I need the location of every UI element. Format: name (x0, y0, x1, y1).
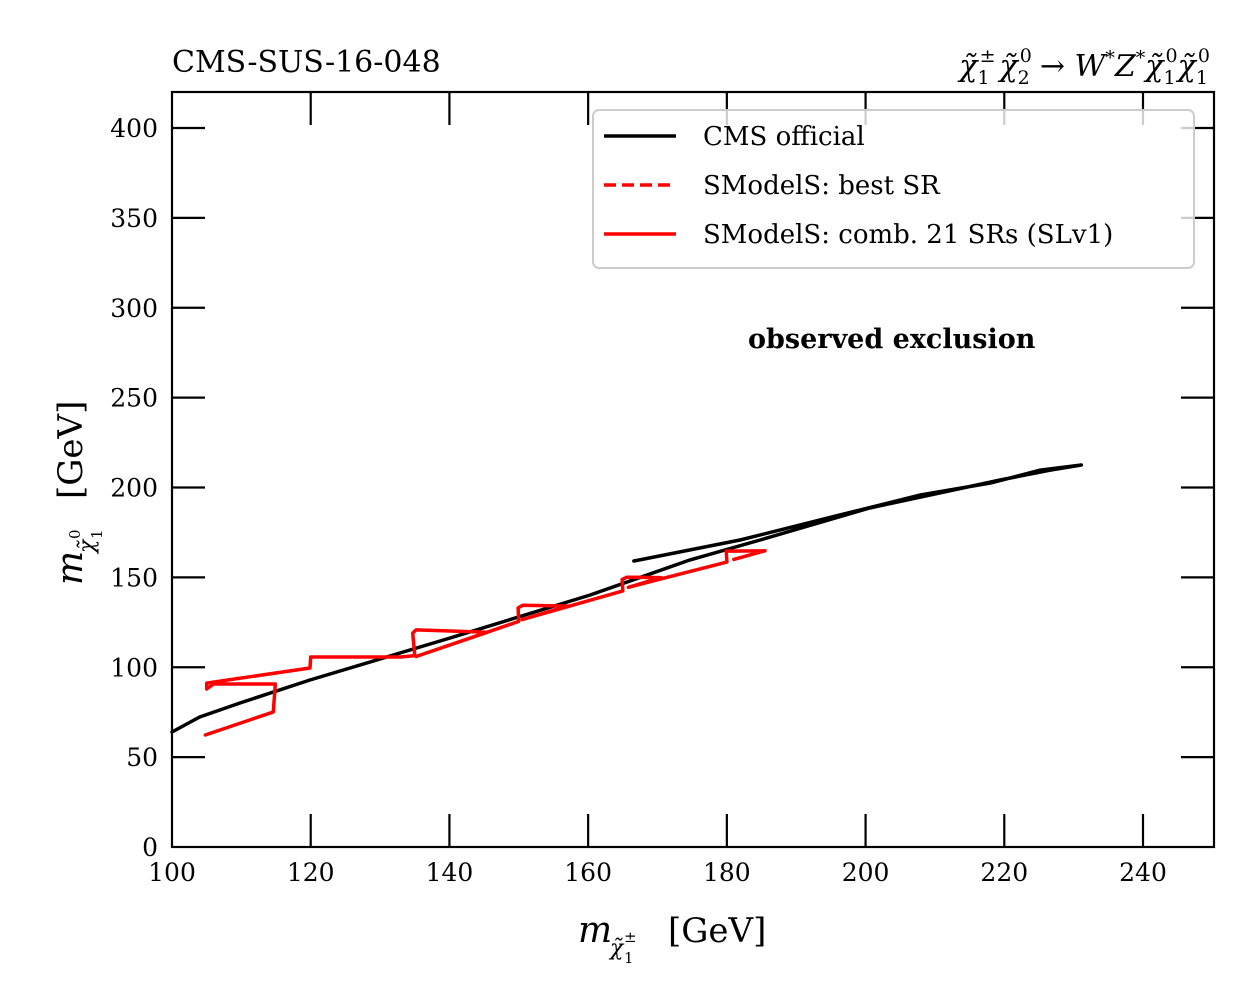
legend: CMS official SModelS: best SR SModelS: c… (592, 109, 1195, 269)
title-right: χ̃1± χ̃20 → W*Z*χ̃10χ̃10 (957, 45, 1210, 89)
plot-lines (170, 463, 1084, 737)
y-tick-label: 200 (110, 474, 158, 503)
x-tick-label: 180 (703, 858, 751, 887)
legend-label-combined-srs: SModelS: comb. 21 SRs (SLv1) (703, 220, 1113, 250)
x-tick-label: 100 (148, 858, 196, 887)
svg-text:±: ± (624, 928, 637, 946)
x-tick-label: 160 (564, 858, 612, 887)
x-tick-label: 220 (980, 858, 1028, 887)
y-tick-label: 150 (110, 563, 158, 592)
y-tick-label: 100 (110, 653, 158, 682)
svg-text:1: 1 (88, 529, 106, 539)
x-tick-label: 120 (287, 858, 335, 887)
svg-text:χ̃: χ̃ (608, 936, 625, 961)
legend-label-cms-official: CMS official (703, 122, 865, 152)
legend-label-best-sr: SModelS: best SR (703, 171, 941, 201)
svg-text:χ̃: χ̃ (75, 538, 100, 555)
svg-text:m: m (50, 551, 91, 585)
x-tick-label: 200 (842, 858, 890, 887)
y-tick-label: 250 (110, 384, 158, 413)
legend-box (592, 109, 1195, 269)
x-tick-label: 240 (1119, 858, 1167, 887)
axis-tick-labels: 100 120 140 160 180 200 220 240 0 50 100 150 200 250 3… (110, 114, 1167, 887)
y-tick-label: 300 (110, 294, 158, 323)
series-line-0 (170, 463, 1084, 734)
y-tick-label: 0 (142, 833, 158, 862)
title-left: CMS-SUS-16-048 (172, 45, 441, 80)
svg-text:0: 0 (66, 529, 84, 539)
plot-frame (170, 90, 1216, 849)
annotation-observed-exclusion: observed exclusion (748, 324, 1036, 355)
y-axis-label: m χ̃ 1 0 [GeV] (50, 401, 106, 585)
series-line-2 (203, 549, 767, 737)
svg-text:[GeV]: [GeV] (51, 401, 91, 499)
svg-text:m: m (578, 910, 612, 951)
y-tick-label: 400 (110, 114, 158, 143)
x-tick-label: 140 (426, 858, 474, 887)
svg-text:[GeV]: [GeV] (668, 911, 766, 951)
svg-text:χ̃1±χ̃20→ W*Z*χ̃10χ̃10: χ̃1± χ̃20 → W*Z*χ̃10χ̃10 (957, 45, 1210, 89)
y-tick-label: 50 (126, 743, 158, 772)
x-axis-label: m χ̃ 1 ± [GeV] (578, 910, 766, 967)
y-tick-label: 350 (110, 204, 158, 233)
svg-text:1: 1 (624, 949, 634, 967)
